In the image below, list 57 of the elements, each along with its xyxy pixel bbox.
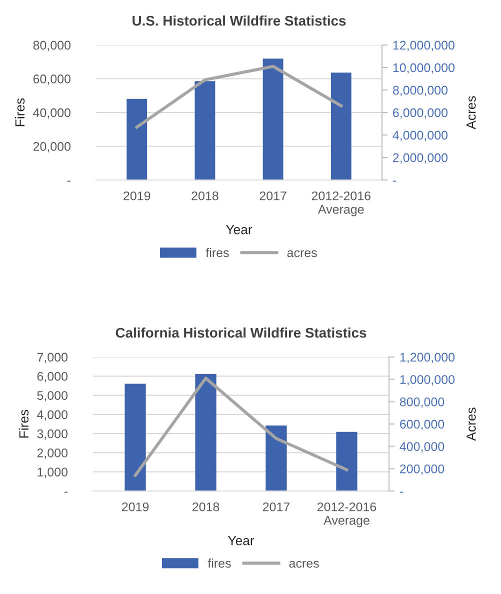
y2-tick-label: 1,200,000 <box>400 352 455 364</box>
x-tick-label: 2019 <box>122 502 149 512</box>
x-tick-label: 2018 <box>192 502 220 512</box>
legend-label: fires <box>206 248 229 258</box>
x-axis-title: Year <box>228 536 254 546</box>
y2-tick-label: 200,000 <box>400 464 444 475</box>
line-series <box>134 376 348 477</box>
bar <box>266 426 287 491</box>
y2-axis-title: Acres <box>466 96 476 130</box>
y-tick-label: 80,000 <box>33 40 71 52</box>
chart-title: California Historical Wildfire Statistics <box>116 327 366 338</box>
y-tick-label: 20,000 <box>33 142 71 152</box>
x-tick-label: 2012-2016 Average <box>317 502 376 528</box>
bar <box>195 374 216 491</box>
legend-label: acres <box>287 250 317 258</box>
x-axis-title: Year <box>226 225 252 234</box>
y2-axis-title: Acres <box>466 408 476 441</box>
x-tick-label: 2012-2016 Average <box>312 191 370 216</box>
y-tick-label: - <box>64 492 68 493</box>
bar <box>262 58 284 180</box>
y2-tick-label: 2,000,000 <box>393 153 448 164</box>
y2-tick-label: 800,000 <box>400 397 444 408</box>
y-tick-label: 1,000 <box>38 468 68 478</box>
y-tick-label: 6,000 <box>37 372 68 382</box>
y2-tick-label: 1,000,000 <box>400 375 455 386</box>
y2-tick-label: - <box>400 492 404 493</box>
legend-label: fires <box>208 558 231 568</box>
y-axis-title: Fires <box>18 410 29 438</box>
bar <box>194 81 216 180</box>
legend-label: acres <box>289 560 319 568</box>
y-tick-label: - <box>67 180 70 182</box>
y2-tick-label: 400,000 <box>400 442 444 452</box>
bar <box>124 384 146 491</box>
y2-tick-label: 10,000,000 <box>393 63 454 74</box>
bar <box>126 98 148 180</box>
y-tick-label: 2,000 <box>37 448 68 459</box>
y2-tick-label: 600,000 <box>400 420 444 430</box>
x-tick-label: 2019 <box>124 191 150 200</box>
y2-tick-label: 6,000,000 <box>393 108 448 119</box>
chart-title: U.S. Historical Wildfire Statistics <box>132 15 346 26</box>
line-series <box>135 64 343 129</box>
x-tick-label: 2017 <box>262 502 290 512</box>
bar <box>336 432 358 491</box>
y-axis-title: Fires <box>14 98 25 126</box>
y-tick-label: 7,000 <box>37 352 68 364</box>
y-tick-label: 60,000 <box>33 74 71 85</box>
x-tick-label: 2018 <box>192 191 218 200</box>
bar <box>330 72 352 180</box>
x-tick-label: 2017 <box>260 191 286 200</box>
y2-tick-label: 8,000,000 <box>392 86 448 96</box>
y-tick-label: 4,000 <box>37 410 68 421</box>
y-tick-label: 3,000 <box>37 429 68 440</box>
y-tick-label: 40,000 <box>33 108 71 119</box>
y2-tick-label: 4,000,000 <box>392 130 448 142</box>
y2-tick-label: 12,000,000 <box>393 40 454 52</box>
y2-tick-label: - <box>392 180 396 182</box>
y-tick-label: 5,000 <box>37 391 68 402</box>
